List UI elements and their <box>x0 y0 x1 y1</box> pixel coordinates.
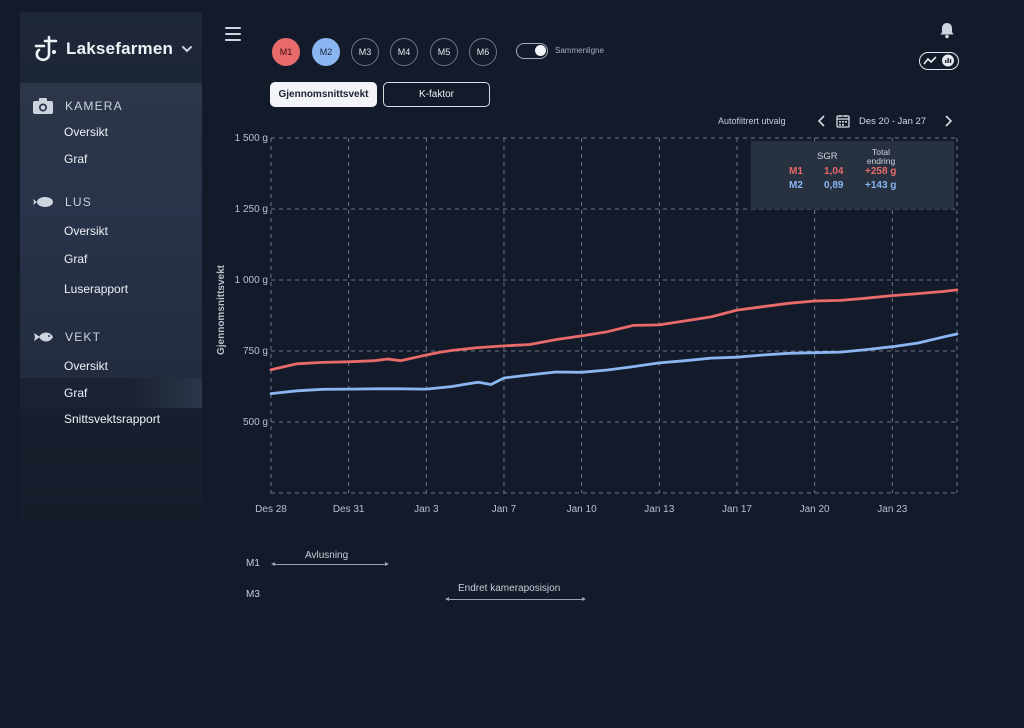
event-row-label: M3 <box>246 589 260 600</box>
chevron-down-icon[interactable] <box>181 43 193 55</box>
fish-icon <box>34 332 53 342</box>
x-tick-label: Jan 3 <box>414 504 439 515</box>
laksefarmen-logo-icon <box>34 35 58 62</box>
nav-section-label: VEKT <box>65 330 102 344</box>
sidebar-item-kamera-oversikt[interactable]: Oversikt <box>64 125 109 139</box>
legend-row-sgr: 0,89 <box>824 180 844 191</box>
legend-row-site: M1 <box>789 166 803 177</box>
x-tick-label: Jan 23 <box>877 504 907 515</box>
y-tick-label: 1 250 g <box>235 204 268 215</box>
event-label: Endret kameraposisjon <box>458 583 561 594</box>
event-span <box>445 597 586 601</box>
event-row-label: M1 <box>246 558 260 569</box>
nav-section-kamera[interactable]: KAMERA <box>32 96 123 116</box>
x-tick-label: Jan 17 <box>722 504 752 515</box>
sidebar-item-vekt-oversikt[interactable]: Oversikt <box>64 359 109 373</box>
louse-icon <box>33 197 53 207</box>
site-chip-m1[interactable]: M1 <box>272 38 300 66</box>
bell-icon[interactable] <box>938 21 956 39</box>
site-chip-m5[interactable]: M5 <box>430 38 458 66</box>
nav-section-lus[interactable]: LUS <box>32 192 92 212</box>
y-axis-label: Gjennomsnittsvekt <box>216 264 227 355</box>
legend-row-sgr: 1,04 <box>824 166 844 177</box>
calendar-icon[interactable] <box>836 114 850 128</box>
menu-icon[interactable] <box>225 27 241 41</box>
legend-header-total: Total <box>872 147 890 157</box>
tab-k-faktor[interactable]: K-faktor <box>383 82 490 107</box>
event-span <box>271 562 389 566</box>
site-chip-m3[interactable]: M3 <box>351 38 379 66</box>
legend-row-total: +258 g <box>865 166 897 177</box>
compare-toggle[interactable] <box>516 43 548 59</box>
x-tick-label: Jan 20 <box>800 504 830 515</box>
filter-label: Autofiltrert utvalg <box>718 116 786 126</box>
sidebar-item-lus-oversikt[interactable]: Oversikt <box>64 224 109 238</box>
sidebar-active-highlight <box>20 378 202 408</box>
legend-row-site: M2 <box>789 180 803 191</box>
sidebar-nav: KAMERA Oversikt Graf LUS Oversikt Graf L… <box>20 83 202 408</box>
nav-section-vekt[interactable]: VEKT <box>32 327 101 347</box>
event-label: Avlusning <box>305 550 349 561</box>
site-chip-m2[interactable]: M2 <box>312 38 340 66</box>
site-chip-m6[interactable]: M6 <box>469 38 497 66</box>
nav-section-label: KAMERA <box>65 99 123 113</box>
chevron-left-icon[interactable] <box>817 114 827 128</box>
sidebar: Laksefarmen KAMERA Oversikt Graf LUS Ove… <box>20 12 202 522</box>
sidebar-item-lus-graf[interactable]: Graf <box>64 252 88 266</box>
series-line-m2 <box>269 332 959 396</box>
legend-row-total: +143 g <box>865 180 897 191</box>
x-tick-label: Jan 10 <box>567 504 597 515</box>
nav-section-label: LUS <box>65 195 92 209</box>
x-tick-label: Des 31 <box>333 504 365 515</box>
sidebar-item-snittsvektsrapport[interactable]: Snittsvektsrapport <box>64 412 161 426</box>
tab-gjennomsnittsvekt[interactable]: Gjennomsnittsvekt <box>270 82 377 107</box>
y-tick-label: 1 500 g <box>235 133 268 144</box>
sidebar-item-vekt-graf[interactable]: Graf <box>64 386 88 400</box>
legend-header-sgr: SGR <box>817 151 838 162</box>
sidebar-item-luserapport[interactable]: Luserapport <box>64 282 129 296</box>
site-chip-m4[interactable]: M4 <box>390 38 418 66</box>
chevron-right-icon[interactable] <box>943 114 953 128</box>
sidebar-item-kamera-graf[interactable]: Graf <box>64 152 88 166</box>
line-chart-icon <box>923 54 954 67</box>
legend-header-endring: endring <box>866 156 896 166</box>
brand[interactable]: Laksefarmen <box>32 34 193 64</box>
compare-toggle-label: Sammenligne <box>555 46 604 55</box>
chart-view-toggle[interactable] <box>919 52 959 70</box>
brand-name: Laksefarmen <box>66 39 174 58</box>
x-tick-label: Jan 13 <box>644 504 674 515</box>
x-tick-label: Jan 7 <box>492 504 517 515</box>
y-tick-label: 750 g <box>243 346 268 357</box>
series-line-m1 <box>269 288 959 372</box>
y-tick-label: 1 000 g <box>235 275 268 286</box>
camera-icon <box>33 98 53 114</box>
date-range: Des 20 - Jan 27 <box>859 116 927 127</box>
y-tick-label: 500 g <box>243 417 268 428</box>
toggle-knob <box>535 45 546 56</box>
chart-legend: SGR Total endring M1 1,04 +258 g M2 0,89… <box>751 141 954 209</box>
x-tick-label: Des 28 <box>255 504 287 515</box>
